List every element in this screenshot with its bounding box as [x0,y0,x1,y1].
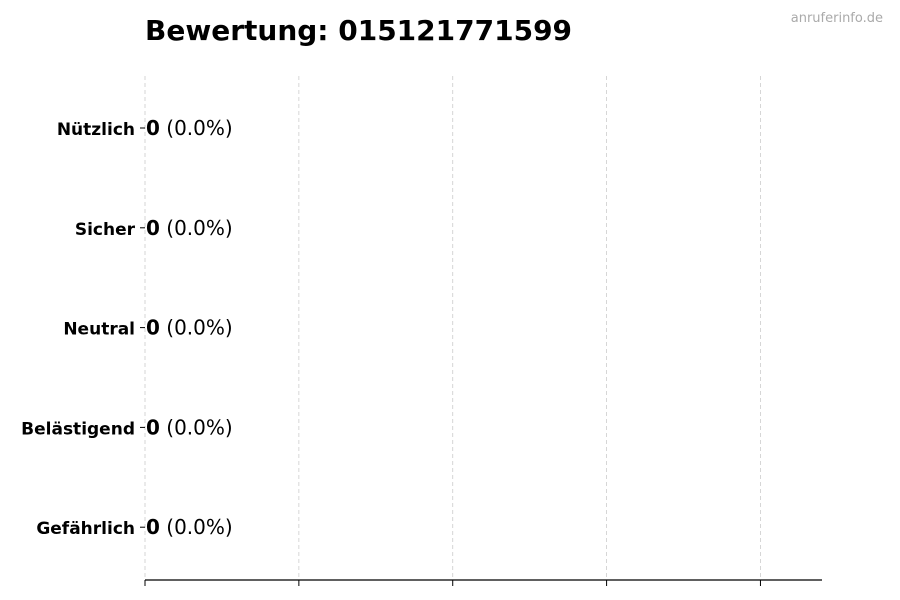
value-count: 0 [146,316,160,340]
value-count: 0 [146,216,160,240]
value-count: 0 [146,116,160,140]
value-label: 0 (0.0%) [146,415,233,439]
value-percent: (0.0%) [160,116,233,140]
category-label: Nützlich [57,120,135,140]
category-label: Neutral [63,320,135,340]
value-label: 0 (0.0%) [146,515,233,539]
chart-title: Bewertung: 015121771599 [145,14,572,47]
value-count: 0 [146,415,160,439]
value-label: 0 (0.0%) [146,116,233,140]
value-label: 0 (0.0%) [146,216,233,240]
value-percent: (0.0%) [160,415,233,439]
category-label: Belästigend [21,419,135,439]
value-label: 0 (0.0%) [146,316,233,340]
value-count: 0 [146,515,160,539]
watermark: anruferinfo.de [791,11,883,26]
value-percent: (0.0%) [160,515,233,539]
value-percent: (0.0%) [160,316,233,340]
category-label: Sicher [75,220,136,240]
value-percent: (0.0%) [160,216,233,240]
category-label: Gefährlich [36,519,135,539]
